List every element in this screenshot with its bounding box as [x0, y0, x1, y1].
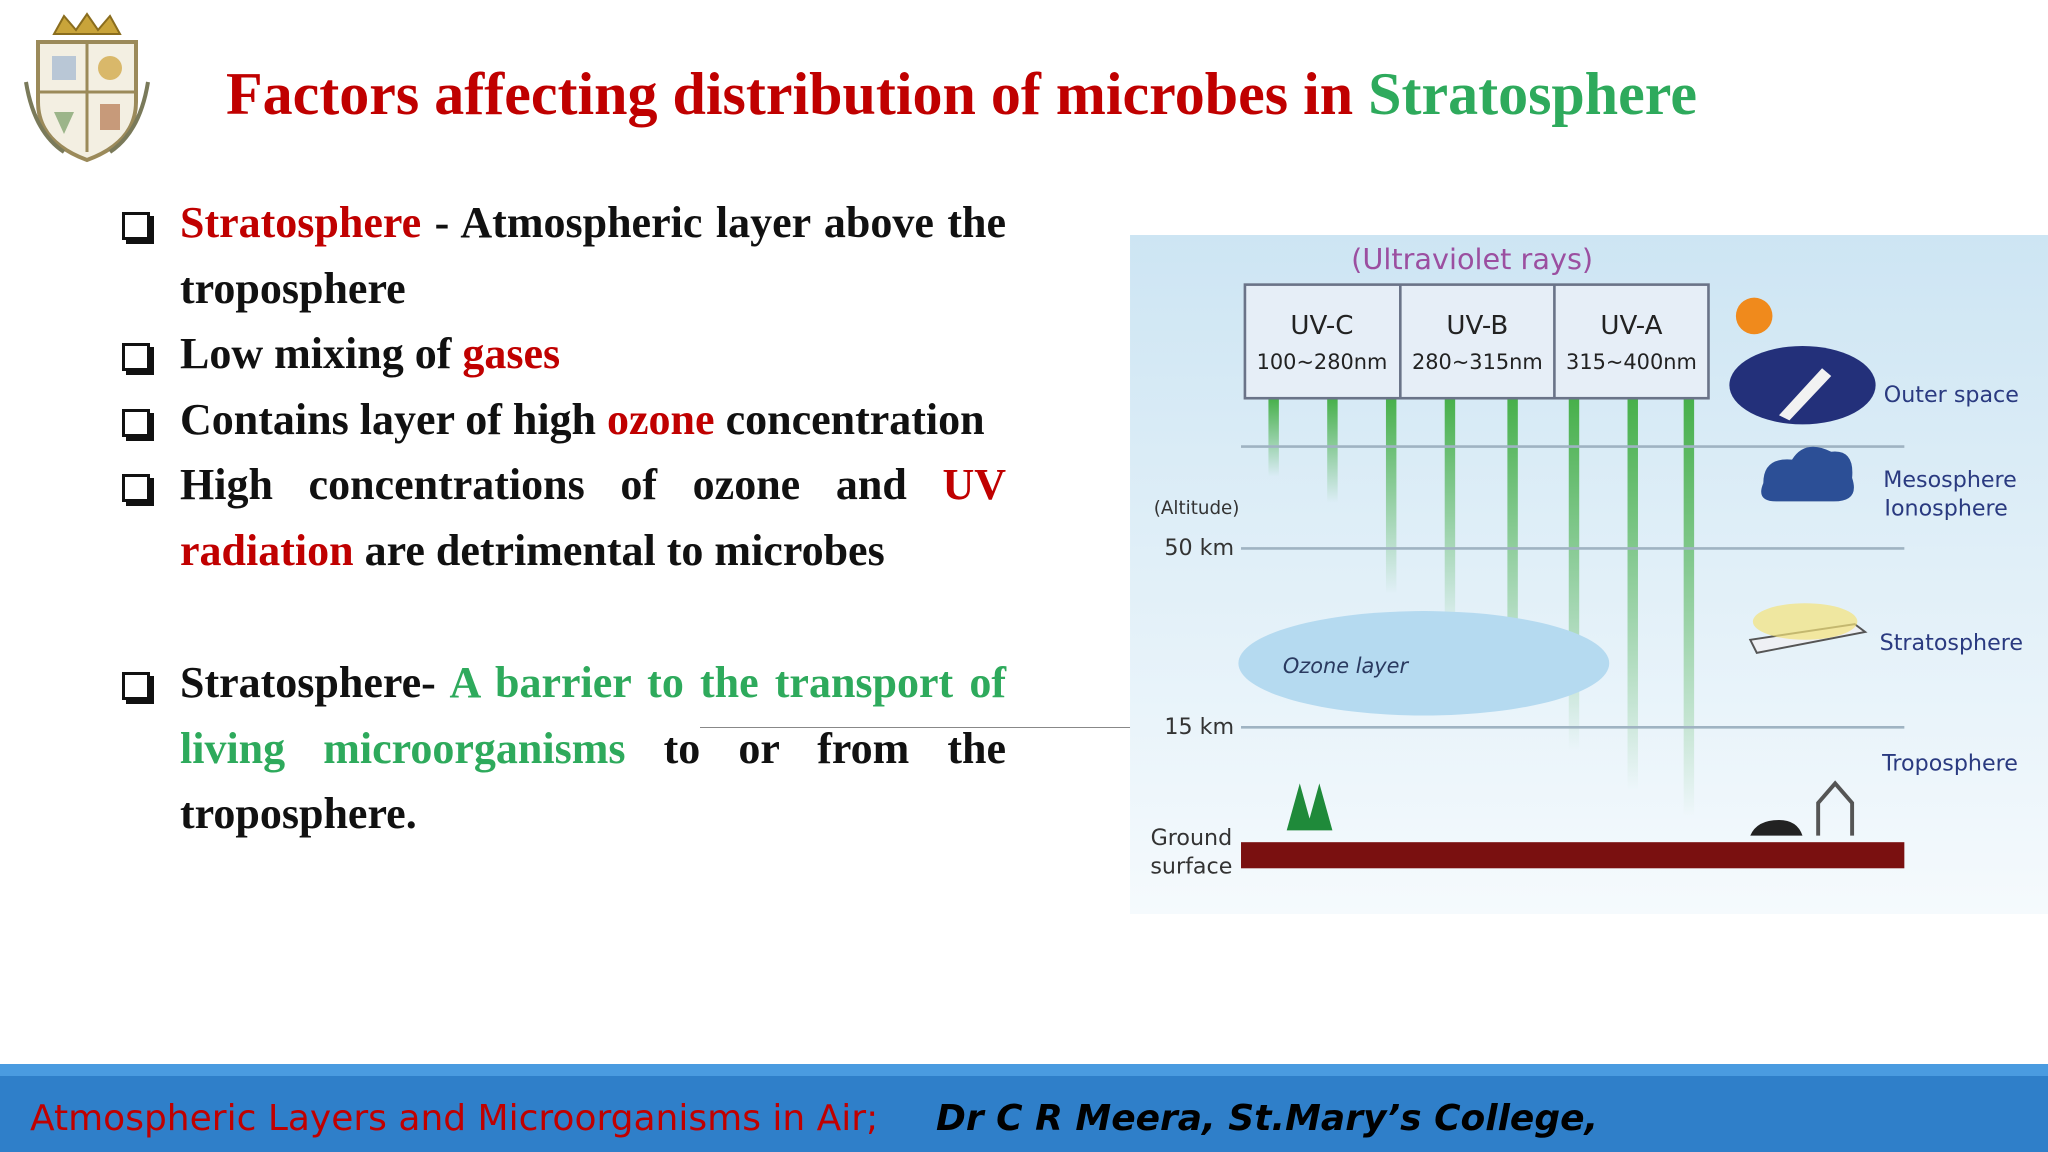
bullet-text: - Atmospheric layer above the tropospher…: [180, 198, 1006, 313]
footer-bar: Atmospheric Layers and Microorganisms in…: [0, 1064, 2048, 1152]
slide-title: Factors affecting distribution of microb…: [226, 56, 1926, 132]
bullet: Stratosphere - Atmospheric layer above t…: [120, 190, 1006, 321]
atmosphere-diagram: (Ultraviolet rays) UV-C 100~280nm UV-B 2…: [1130, 235, 2048, 914]
layer-label: Ionosphere: [1884, 496, 2007, 522]
title-text: Factors affecting distribution of microb…: [226, 61, 1369, 127]
bullet-text: Low mixing of: [180, 329, 463, 378]
band-name: UV-C: [1290, 311, 1353, 341]
footer-topic: Atmospheric Layers and Microorganisms in…: [30, 1098, 879, 1139]
bullet-text: are detrimental to microbes: [353, 525, 885, 575]
bullet-text: concentration: [714, 394, 985, 444]
bullet: Contains layer of high ozone concentrati…: [120, 387, 1006, 453]
ground-label: Ground: [1151, 825, 1233, 851]
footer-author: Dr C R Meera, St.Mary’s College,: [936, 1098, 1599, 1139]
bullet-highlight: Stratosphere: [180, 198, 422, 247]
uv-beams: [1268, 398, 1695, 817]
band-name: UV-A: [1600, 311, 1662, 341]
altitude-mark: 15 km: [1164, 714, 1234, 740]
college-crest: [24, 12, 150, 163]
bullet-highlight: ozone: [607, 394, 715, 444]
band-name: UV-B: [1446, 311, 1508, 341]
altitude-mark: 50 km: [1164, 535, 1234, 561]
altitude-label: (Altitude): [1154, 498, 1240, 519]
bullet: Stratosphere- A barrier to the transport…: [120, 650, 1006, 847]
band-range: 315~400nm: [1566, 350, 1697, 374]
bullet-highlight: gases: [462, 329, 561, 378]
layer-label: Mesosphere: [1883, 467, 2017, 493]
title-highlight: Stratosphere: [1368, 61, 1697, 127]
layer-label: Stratosphere: [1880, 630, 2023, 656]
bullet-text: Stratosphere-: [180, 658, 450, 707]
layer-label: Outer space: [1884, 382, 2019, 408]
ozone-label: Ozone layer: [1283, 654, 1410, 678]
bullet-highlight: A barrier to the transport of living mic…: [180, 658, 1006, 773]
band-range: 100~280nm: [1257, 350, 1388, 374]
bullet: Low mixing of gases: [120, 321, 1006, 387]
band-range: 280~315nm: [1412, 350, 1543, 374]
bullet: High concentrations of ozone and UV radi…: [120, 452, 1006, 583]
bullet-text: Contains layer of high: [180, 394, 608, 444]
divider-line: [700, 727, 1143, 728]
bullet-text: to or from the troposphere.: [180, 723, 1006, 839]
bullet-text: High concentrations of ozone and: [180, 460, 943, 509]
bullet-highlight: UV radiation: [180, 460, 1006, 575]
ground-label: surface: [1150, 853, 1232, 879]
uv-heading: (Ultraviolet rays): [1351, 242, 1593, 276]
bullet-list: Stratosphere - Atmospheric layer above t…: [120, 190, 1006, 847]
layer-label: Troposphere: [1881, 750, 2018, 776]
